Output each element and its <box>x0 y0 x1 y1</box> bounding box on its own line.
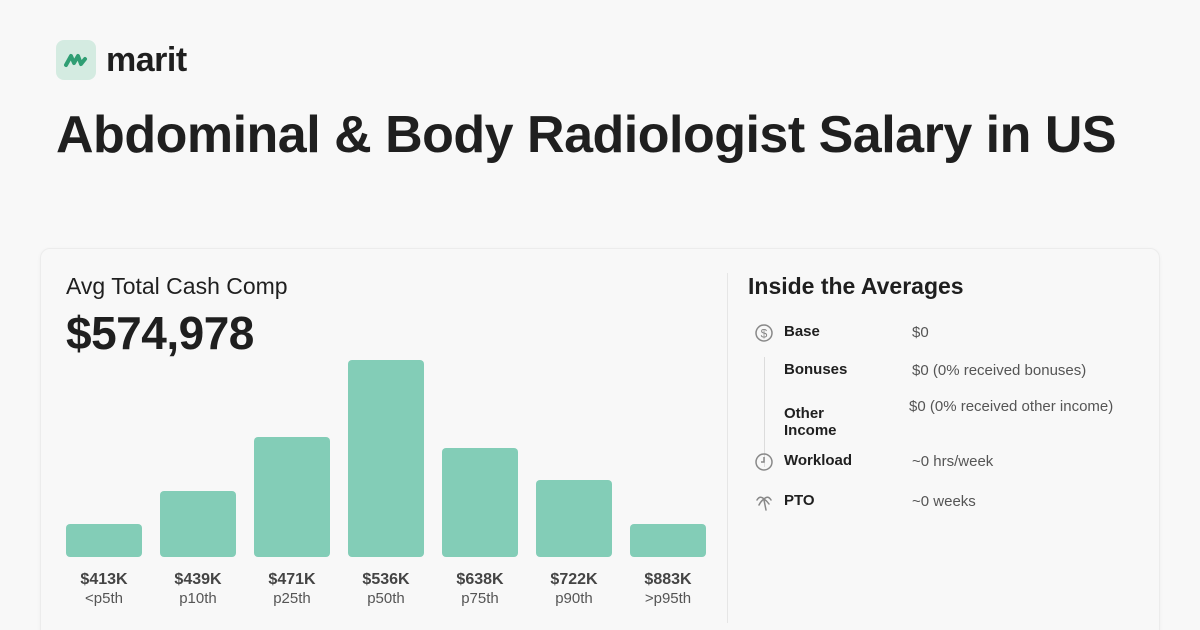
percentile-labels: $413K <p5th $439K p10th $471K p25th $536K p5… <box>66 571 706 607</box>
breakdown-connector-line <box>764 357 765 467</box>
svg-text:$: $ <box>761 327 768 341</box>
bar-label: $471K p25th <box>254 571 330 607</box>
bar-percentile: p50th <box>367 590 405 607</box>
bar-percentile: p90th <box>555 590 593 607</box>
bar-label: $413K <p5th <box>66 571 142 607</box>
bar-value: $883K <box>644 571 692 588</box>
brand-name: marit <box>106 40 187 79</box>
bar-percentile: p10th <box>179 590 217 607</box>
bar-label: $536K p50th <box>348 571 424 607</box>
palm-tree-icon <box>754 492 774 512</box>
bar-p75 <box>442 448 518 557</box>
bar-value: $722K <box>550 571 598 588</box>
row-label: Bonuses <box>784 361 848 378</box>
bar-label: $883K >p95th <box>630 571 706 607</box>
row-label: Workload <box>784 452 853 469</box>
bar-label: $439K p10th <box>160 571 236 607</box>
bar-p95 <box>630 524 706 557</box>
inside-averages-title: Inside the Averages <box>748 273 964 299</box>
bar-p10 <box>160 491 236 557</box>
salary-card: Avg Total Cash Comp $574,978 $413K <p5th … <box>40 248 1160 630</box>
bar-percentile: p75th <box>461 590 499 607</box>
bar-label: $638K p75th <box>442 571 518 607</box>
row-value: $0 <box>912 324 929 341</box>
clock-icon <box>754 452 774 472</box>
avg-comp-value: $574,978 <box>66 307 254 359</box>
inside-averages-section: Inside the Averages $ Base $0 Bonuses $0… <box>748 273 1138 511</box>
bar-p90 <box>536 480 612 557</box>
summary-section: Avg Total Cash Comp $574,978 <box>66 273 706 360</box>
row-label: Base <box>784 323 820 340</box>
bar-value: $638K <box>456 571 504 588</box>
row-value: ~0 hrs/week <box>912 453 994 470</box>
row-label: PTO <box>784 492 815 509</box>
marit-logo-icon <box>56 40 96 80</box>
row-value: ~0 weeks <box>912 493 976 510</box>
bar-value: $439K <box>174 571 222 588</box>
bar-p25 <box>254 437 330 557</box>
row-value: $0 (0% received bonuses) <box>912 362 1087 379</box>
row-value: $0 (0% received other income) <box>909 398 1114 415</box>
avg-comp-label: Avg Total Cash Comp <box>66 273 288 299</box>
bar-value: $536K <box>362 571 410 588</box>
bar-value: $413K <box>80 571 128 588</box>
section-divider <box>727 273 728 623</box>
percentile-bar-chart <box>66 349 706 557</box>
page-title: Abdominal & Body Radiologist Salary in U… <box>56 106 1117 164</box>
dollar-circle-icon: $ <box>754 323 774 343</box>
bar-label: $722K p90th <box>536 571 612 607</box>
bar-p50 <box>348 360 424 557</box>
bar-percentile: >p95th <box>644 590 692 607</box>
bar-value: $471K <box>268 571 316 588</box>
bar-percentile: p25th <box>273 590 311 607</box>
row-label: Other Income <box>784 405 837 439</box>
bar-p5 <box>66 524 142 557</box>
brand-logo: marit <box>56 40 187 80</box>
bar-percentile: <p5th <box>85 590 123 607</box>
